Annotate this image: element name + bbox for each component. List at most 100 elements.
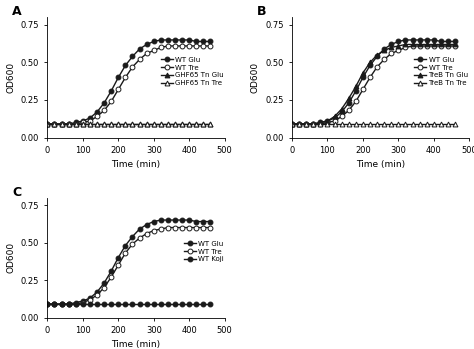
TreB Tn Tre (374, 122, 380, 126)
WT Glu (80, 119, 86, 123)
GHF65 Tn Glu (137, 122, 142, 126)
GHF65 Tn Glu (186, 122, 192, 126)
WT Glu (151, 220, 156, 224)
GHF65 Tn Tre (165, 122, 171, 126)
WT Tre (66, 302, 72, 306)
TreB Tn Glu (438, 42, 444, 46)
GHF65 Tn Tre (59, 122, 64, 126)
TreB Tn Tre (303, 122, 309, 126)
WT Tre (80, 120, 86, 125)
WT Glu (151, 39, 156, 44)
WT Tre (66, 122, 72, 126)
TreB Tn Glu (367, 60, 373, 65)
WT Glu (339, 110, 345, 114)
WT Glu (137, 47, 142, 51)
WT Glu (179, 38, 185, 42)
WT Tre (402, 45, 408, 50)
WT Tre (445, 44, 451, 48)
WT Glu (144, 222, 149, 227)
WT Tre (332, 119, 337, 123)
WT Glu (382, 47, 387, 51)
WT Koji (193, 302, 199, 306)
GHF65 Tn Glu (45, 122, 50, 126)
WT Glu (360, 75, 366, 80)
Line: GHF65 Tn Glu: GHF65 Tn Glu (45, 121, 213, 126)
WT Tre (318, 122, 323, 126)
TreB Tn Tre (445, 122, 451, 126)
GHF65 Tn Tre (73, 122, 79, 126)
WT Glu (45, 302, 50, 306)
WT Tre (208, 44, 213, 48)
WT Glu (73, 120, 79, 125)
WT Glu (346, 101, 352, 105)
TreB Tn Tre (318, 122, 323, 126)
WT Glu (116, 255, 121, 260)
GHF65 Tn Tre (158, 122, 164, 126)
TreB Tn Tre (339, 122, 345, 126)
Line: WT Koji: WT Koji (45, 302, 213, 306)
WT Tre (179, 44, 185, 48)
Line: TreB Tn Glu: TreB Tn Glu (290, 42, 457, 126)
Y-axis label: OD600: OD600 (251, 62, 260, 93)
WT Tre (109, 275, 114, 279)
WT Glu (59, 122, 64, 126)
X-axis label: Time (min): Time (min) (111, 161, 161, 169)
TreB Tn Glu (303, 122, 309, 126)
WT Tre (395, 49, 401, 53)
TreB Tn Tre (388, 122, 394, 126)
WT Glu (296, 122, 302, 126)
WT Tre (158, 45, 164, 50)
WT Glu (45, 122, 50, 126)
TreB Tn Glu (353, 84, 359, 89)
WT Glu (193, 220, 199, 224)
WT Tre (87, 119, 93, 123)
WT Glu (353, 89, 359, 93)
Line: GHF65 Tn Tre: GHF65 Tn Tre (45, 121, 213, 126)
WT Glu (172, 218, 178, 222)
WT Tre (59, 302, 64, 306)
TreB Tn Glu (339, 107, 345, 111)
TreB Tn Tre (382, 122, 387, 126)
GHF65 Tn Glu (59, 122, 64, 126)
WT Glu (318, 120, 323, 125)
TreB Tn Glu (417, 42, 422, 46)
WT Tre (116, 87, 121, 91)
TreB Tn Glu (374, 53, 380, 57)
WT Tre (73, 302, 79, 306)
WT Tre (94, 114, 100, 119)
TreB Tn Glu (332, 114, 337, 119)
WT Tre (137, 236, 142, 240)
GHF65 Tn Tre (45, 122, 50, 126)
GHF65 Tn Glu (151, 122, 156, 126)
WT Tre (339, 114, 345, 119)
GHF65 Tn Tre (123, 122, 128, 126)
WT Glu (310, 122, 316, 126)
WT Glu (445, 39, 451, 44)
TreB Tn Glu (289, 122, 295, 126)
WT Tre (360, 87, 366, 91)
WT Glu (94, 110, 100, 114)
GHF65 Tn Tre (208, 122, 213, 126)
WT Koji (186, 302, 192, 306)
X-axis label: Time (min): Time (min) (111, 341, 161, 349)
GHF65 Tn Glu (208, 122, 213, 126)
GHF65 Tn Tre (193, 122, 199, 126)
WT Tre (431, 44, 437, 48)
TreB Tn Glu (445, 42, 451, 46)
WT Tre (109, 99, 114, 104)
WT Glu (129, 235, 135, 239)
Line: WT Tre: WT Tre (290, 44, 457, 126)
GHF65 Tn Tre (87, 122, 93, 126)
GHF65 Tn Glu (165, 122, 171, 126)
WT Tre (101, 109, 107, 113)
WT Glu (201, 39, 206, 44)
GHF65 Tn Glu (144, 122, 149, 126)
WT Glu (165, 38, 171, 42)
TreB Tn Glu (382, 49, 387, 53)
WT Glu (417, 38, 422, 42)
GHF65 Tn Glu (123, 122, 128, 126)
WT Tre (45, 302, 50, 306)
Y-axis label: OD600: OD600 (6, 62, 15, 93)
WT Tre (346, 109, 352, 113)
WT Tre (144, 231, 149, 236)
